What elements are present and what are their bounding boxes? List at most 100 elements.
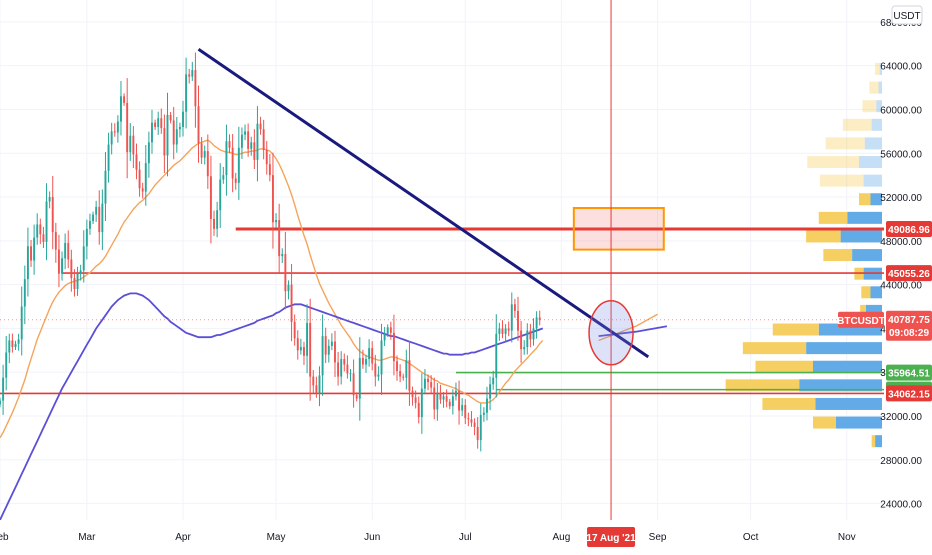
time-tick-label: Aug: [553, 532, 571, 543]
candle-body: [259, 123, 262, 130]
candle-body: [504, 328, 507, 334]
candle-body: [535, 317, 538, 329]
candle-body: [427, 378, 430, 383]
candle-body: [324, 336, 327, 355]
candle-body: [222, 175, 225, 180]
last-price-tag: [886, 310, 932, 341]
candle-body: [175, 129, 178, 145]
candle-body: [411, 390, 414, 398]
candle-body: [113, 131, 116, 133]
price-tick-label: 44000.00: [880, 281, 922, 292]
candle-body: [147, 142, 150, 164]
candle-body: [340, 359, 343, 377]
candle-body: [374, 363, 377, 377]
candle-body: [54, 232, 57, 250]
volume-profile-down-bar: [772, 323, 819, 336]
candle-body: [203, 151, 206, 158]
candle-body: [299, 347, 302, 351]
candle-body: [39, 224, 42, 235]
candle-body: [237, 147, 240, 183]
candle-body: [271, 175, 274, 223]
time-axis[interactable]: Feb Mar Apr May Jun Jul Aug Sep Oct Nov 17 Aug '21: [0, 520, 884, 550]
candle-body: [172, 120, 175, 145]
candle-body: [451, 396, 454, 407]
candle-body: [526, 330, 529, 348]
candle-body: [439, 393, 442, 400]
candle-body: [95, 206, 98, 215]
target-circle[interactable]: [588, 300, 634, 366]
trendline[interactable]: [197, 48, 650, 359]
volume-profile-down-bar: [871, 435, 876, 448]
volume-profile-down-bar: [862, 100, 877, 113]
horizontal-levels[interactable]: [0, 227, 884, 395]
candle-body: [476, 426, 479, 441]
candle-body: [178, 126, 181, 130]
candle-body: [293, 321, 296, 339]
volume-profile-up-bar: [799, 379, 882, 392]
volume-profile: [725, 62, 882, 448]
candle-body: [330, 341, 333, 346]
candle-body: [278, 220, 281, 257]
candle-body: [250, 142, 253, 149]
candle-body: [371, 348, 374, 364]
candle-body: [389, 327, 392, 333]
candle-body: [197, 106, 200, 144]
candle-body: [318, 375, 321, 394]
volume-profile-down-bar: [842, 118, 872, 131]
candle-body: [513, 304, 516, 311]
candle-body: [141, 188, 144, 192]
candle-body: [454, 390, 457, 397]
target-zone-box[interactable]: [572, 207, 665, 251]
candle-body: [169, 114, 172, 121]
candle-body: [495, 333, 498, 378]
time-tick-label: Oct: [743, 532, 759, 543]
candle-body: [79, 270, 82, 274]
candle-body: [365, 359, 367, 365]
candle-body: [157, 118, 160, 127]
volume-profile-up-bar: [847, 211, 882, 224]
candle-body: [234, 178, 237, 183]
candle-body: [144, 163, 147, 192]
candle-body: [48, 197, 51, 202]
candle-body: [2, 377, 5, 401]
candle-body: [377, 374, 380, 377]
candle-body: [517, 310, 519, 331]
candle-body: [265, 149, 268, 165]
volume-profile-up-bar: [852, 249, 882, 262]
volume-profile-up-bar: [859, 156, 882, 169]
candle-body: [116, 121, 119, 133]
candle-body: [213, 218, 215, 229]
candle-body: [402, 376, 405, 378]
drawings[interactable]: [197, 0, 665, 520]
candle-body: [290, 284, 293, 322]
candle-body: [20, 306, 23, 340]
candle-body: [334, 341, 336, 363]
candle-body: [85, 228, 88, 247]
candle-body: [380, 340, 383, 375]
time-tick-label: Sep: [649, 532, 667, 543]
volume-profile-down-bar: [819, 174, 864, 187]
candle-body: [467, 418, 470, 420]
currency-box[interactable]: USDT: [891, 5, 923, 25]
candle-body: [14, 343, 17, 348]
last-price-label: 40787.75: [888, 315, 930, 326]
candles: [0, 52, 541, 452]
candle-body: [240, 134, 243, 148]
candle-body: [160, 118, 163, 129]
candle-body: [206, 151, 209, 177]
candle-body: [262, 129, 265, 150]
candle-body: [423, 378, 426, 389]
candle-body: [448, 401, 451, 407]
candle-body: [166, 114, 169, 156]
candle-body: [61, 258, 63, 274]
volume-profile-down-bar: [762, 397, 816, 410]
candle-body: [253, 142, 256, 160]
candle-body: [154, 122, 157, 127]
candle-body: [107, 144, 110, 171]
candle-body: [510, 304, 513, 331]
candle-body: [123, 96, 126, 103]
candle-body: [420, 388, 423, 418]
level-price-tag: [886, 385, 932, 402]
candle-body: [489, 384, 492, 399]
